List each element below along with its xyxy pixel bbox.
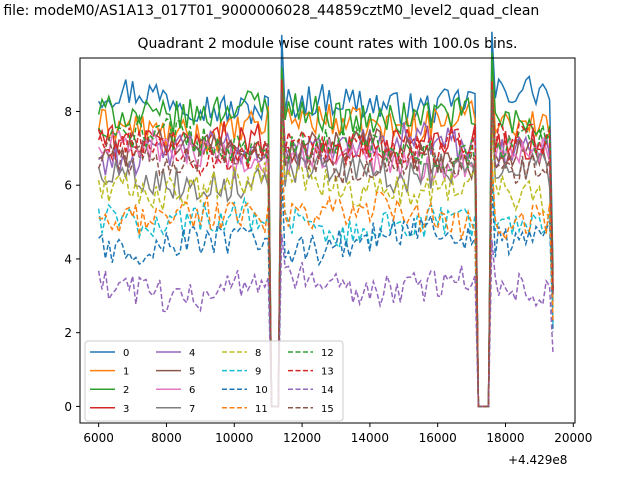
x-tick-label: 16000 [419, 431, 457, 445]
series-line-11 [98, 159, 554, 408]
x-tick-label: 18000 [486, 431, 524, 445]
legend-label-11: 11 [255, 404, 268, 415]
x-offset-label: +4.429e8 [508, 453, 568, 467]
legend-label-13: 13 [321, 367, 334, 378]
legend-label-9: 9 [255, 367, 261, 378]
plot-frame [79, 57, 576, 424]
y-tick-label: 6 [64, 179, 72, 193]
legend-label-8: 8 [255, 348, 261, 359]
legend-label-14: 14 [321, 385, 334, 396]
legend-label-2: 2 [123, 385, 129, 396]
legend-label-4: 4 [189, 348, 195, 359]
legend-label-0: 0 [123, 348, 129, 359]
legend-label-1: 1 [123, 367, 129, 378]
y-tick-label: 2 [64, 326, 72, 340]
legend-label-15: 15 [321, 404, 334, 415]
legend-label-3: 3 [123, 404, 129, 415]
x-tick-label: 12000 [283, 431, 321, 445]
legend-label-10: 10 [255, 385, 268, 396]
series-line-13 [97, 85, 554, 408]
series-line-8 [97, 122, 554, 408]
legend-label-7: 7 [189, 404, 195, 415]
y-axis: 0 2 4 6 8 [64, 105, 80, 414]
legend-label-5: 5 [189, 367, 195, 378]
file-title: n file: modeM0/AS1A13_017T01_9000006028_… [0, 3, 540, 19]
y-tick-label: 8 [64, 105, 72, 119]
x-tick-label: 6000 [83, 431, 114, 445]
legend-label-6: 6 [189, 385, 195, 396]
legend-label-12: 12 [321, 348, 334, 359]
x-axis: 6000 8000 10000 12000 14000 16000 18000 20000 [83, 423, 592, 445]
series-lines [97, 31, 554, 408]
plot-title: Quadrant 2 module wise count rates with … [137, 36, 518, 52]
x-tick-label: 10000 [215, 431, 253, 445]
series-line-10 [98, 173, 554, 408]
series-line-15 [97, 91, 554, 408]
x-tick-label: 8000 [151, 431, 182, 445]
y-tick-label: 0 [64, 400, 72, 414]
x-tick-label: 14000 [351, 431, 389, 445]
x-tick-label: 20000 [554, 431, 592, 445]
legend-box [84, 340, 344, 422]
y-tick-label: 4 [64, 252, 72, 266]
